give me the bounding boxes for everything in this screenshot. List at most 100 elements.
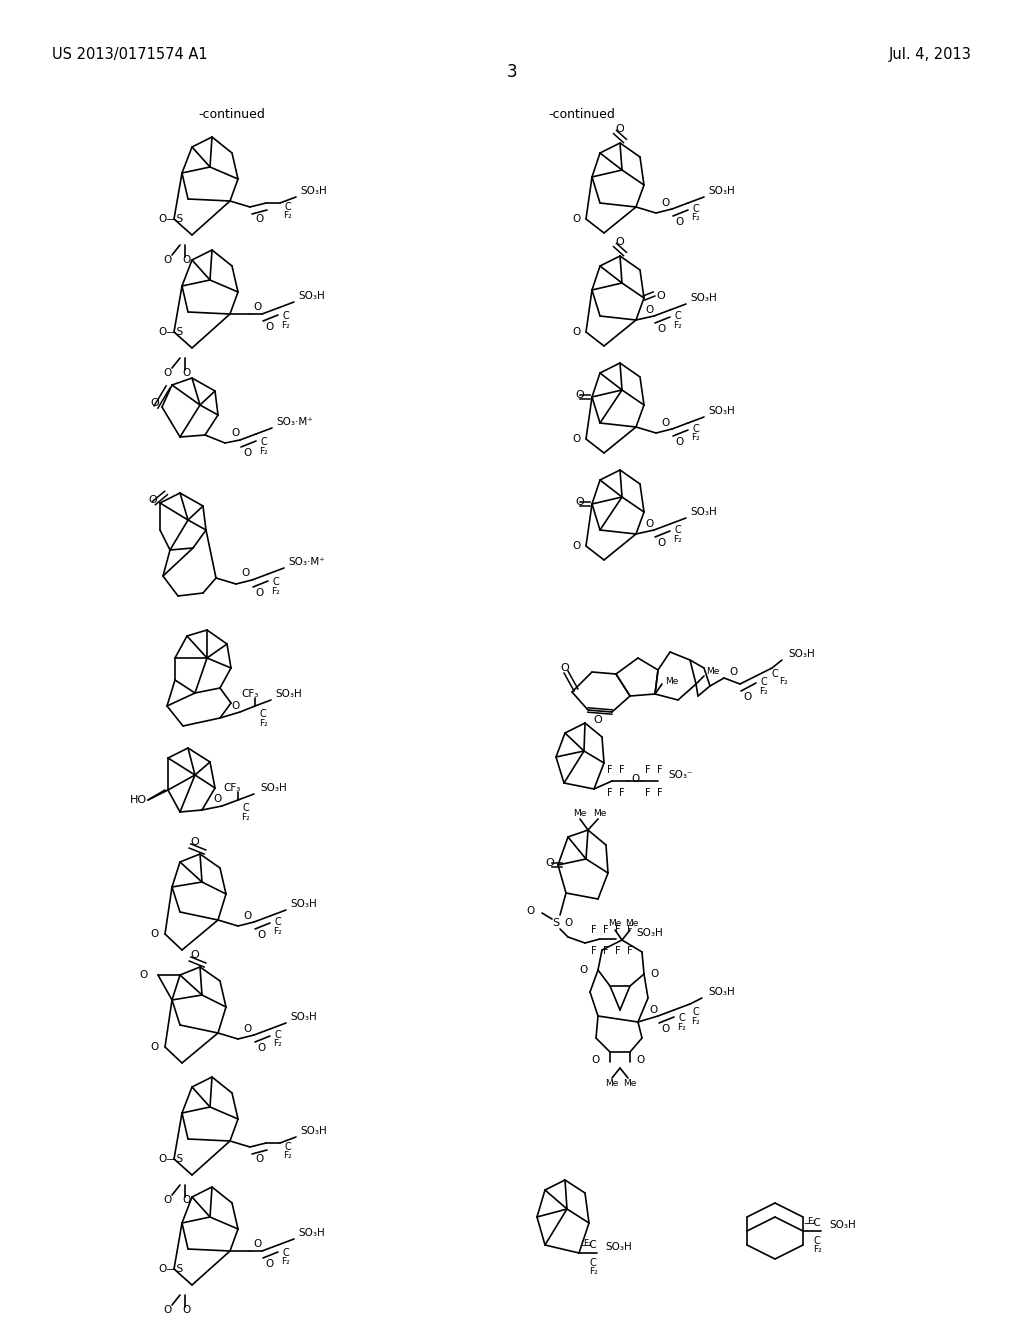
Text: Me: Me [626,920,639,928]
Text: F₂: F₂ [589,1267,597,1276]
Text: SO₃H: SO₃H [708,987,735,997]
Text: O: O [150,929,159,939]
Text: Me: Me [706,668,720,676]
Text: F₂: F₂ [691,214,700,223]
Text: F: F [607,788,612,799]
Text: O: O [182,1305,190,1315]
Text: O: O [636,1055,644,1065]
Text: C: C [772,669,778,678]
Text: O: O [575,498,584,507]
Text: O: O [244,911,252,921]
Text: Me: Me [573,809,587,818]
Text: 3: 3 [507,63,517,81]
Text: SO₃H: SO₃H [605,1242,632,1251]
Text: O: O [253,302,261,312]
Text: SO₃H: SO₃H [788,649,815,659]
Text: C: C [814,1236,820,1246]
Text: F₂: F₂ [242,813,251,821]
Text: O: O [662,418,670,428]
Text: O: O [575,389,584,400]
Text: SO₃·M⁺: SO₃·M⁺ [288,557,325,568]
Text: F₂: F₂ [273,927,283,936]
Text: O—S: O—S [158,214,183,224]
Text: F₂: F₂ [674,535,682,544]
Text: O: O [253,1239,261,1249]
Text: F₂: F₂ [691,433,700,442]
Text: F: F [657,788,663,799]
Text: SO₃H: SO₃H [298,1228,325,1238]
Text: —C: —C [803,1218,821,1228]
Text: Jul. 4, 2013: Jul. 4, 2013 [889,48,972,62]
Text: F₂: F₂ [271,586,281,595]
Text: F₂: F₂ [284,1151,293,1160]
Text: O: O [662,198,670,209]
Text: F₂: F₂ [760,686,768,696]
Text: O: O [560,663,568,673]
Text: O: O [572,327,581,337]
Text: Me: Me [593,809,606,818]
Text: O: O [255,214,263,224]
Text: O: O [163,1195,171,1205]
Text: O: O [230,428,240,438]
Text: SO₃H: SO₃H [636,928,663,939]
Text: CF₃: CF₃ [242,689,259,700]
Text: F₂: F₂ [284,211,293,220]
Text: C: C [692,424,699,434]
Text: C: C [274,917,282,927]
Text: O: O [676,216,684,227]
Text: C: C [285,1142,292,1152]
Text: F: F [603,925,609,935]
Text: Me: Me [608,920,622,928]
Text: O: O [645,305,653,315]
Text: F: F [657,766,663,775]
Text: SO₃H: SO₃H [708,407,735,416]
Text: O: O [255,1154,263,1164]
Text: F: F [591,946,597,956]
Text: F₂: F₂ [807,1217,815,1225]
Text: C: C [679,1012,685,1023]
Text: O: O [645,519,653,529]
Text: C: C [272,577,280,587]
Text: SO₃H: SO₃H [690,507,717,517]
Text: O: O [730,667,738,677]
Text: O: O [572,541,581,550]
Text: F₂: F₂ [778,677,787,686]
Text: SO₃H: SO₃H [290,899,316,909]
Text: O: O [266,322,274,333]
Text: O: O [615,124,625,135]
Text: O: O [244,447,252,458]
Text: O: O [657,539,667,548]
Text: C: C [260,709,266,719]
Text: O: O [150,399,159,408]
Text: C: C [590,1258,596,1269]
Text: O: O [190,950,200,960]
Text: O: O [676,437,684,447]
Text: C: C [283,1247,290,1258]
Text: O: O [545,858,554,869]
Text: O: O [163,1305,171,1315]
Text: Me: Me [665,677,678,686]
Text: F₂: F₂ [260,446,268,455]
Text: F: F [615,946,621,956]
Text: O: O [258,1043,266,1053]
Text: O: O [163,368,171,378]
Text: O: O [244,1024,252,1034]
Text: O: O [242,568,250,578]
Text: O: O [182,255,190,265]
Text: F: F [615,925,621,935]
Text: SO₃H: SO₃H [829,1220,856,1230]
Text: F₂: F₂ [282,321,291,330]
Text: -continued: -continued [198,108,265,121]
Text: F: F [603,946,609,956]
Text: SO₃H: SO₃H [300,186,327,195]
Text: O: O [743,692,752,702]
Text: C: C [261,437,267,447]
Text: O—S: O—S [158,1265,183,1274]
Text: F: F [627,946,633,956]
Text: O: O [230,701,240,711]
Text: O—S: O—S [158,1154,183,1164]
Text: F₂: F₂ [273,1040,283,1048]
Text: SO₃H: SO₃H [298,290,325,301]
Text: F₂: F₂ [583,1238,592,1247]
Text: C: C [243,803,250,813]
